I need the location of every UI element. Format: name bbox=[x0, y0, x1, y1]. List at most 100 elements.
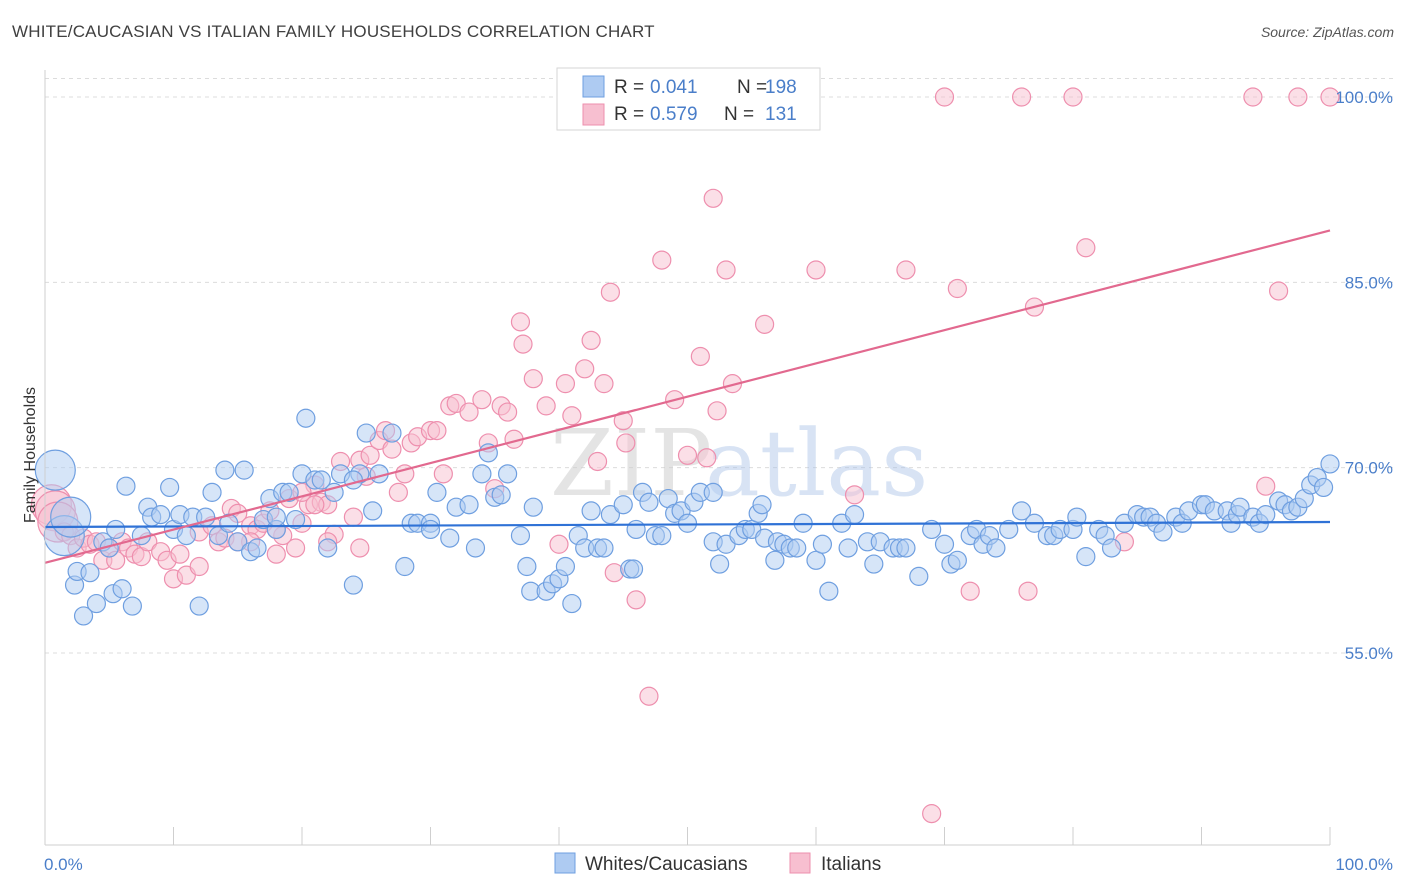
data-point bbox=[549, 534, 569, 554]
data-point bbox=[613, 411, 633, 431]
data-point bbox=[106, 519, 126, 540]
data-point bbox=[806, 550, 826, 570]
data-point bbox=[652, 526, 672, 546]
data-point bbox=[690, 346, 710, 367]
data-point bbox=[517, 556, 537, 577]
legend-swatch-blue bbox=[582, 75, 605, 98]
data-point bbox=[934, 87, 955, 107]
data-point bbox=[697, 448, 717, 468]
data-point bbox=[234, 460, 254, 480]
data-point bbox=[947, 278, 967, 299]
legend-r-value-blue: 0.041 bbox=[650, 77, 698, 98]
data-point bbox=[160, 477, 180, 498]
data-point bbox=[623, 559, 644, 579]
chart-title: WHITE/CAUCASIAN VS ITALIAN FAMILY HOUSEH… bbox=[12, 22, 655, 41]
data-point bbox=[934, 534, 955, 554]
data-point bbox=[999, 519, 1019, 540]
trend-line-whites bbox=[44, 520, 1331, 529]
data-point bbox=[305, 495, 325, 515]
legend-r-label-pink: R = bbox=[614, 104, 644, 125]
data-point bbox=[112, 579, 132, 599]
data-point bbox=[427, 482, 447, 502]
data-point bbox=[812, 534, 833, 554]
series-whites-points bbox=[34, 408, 1340, 626]
y-tick-label: 55.0% bbox=[1345, 644, 1393, 663]
data-point bbox=[1230, 497, 1250, 517]
legend-n-value-pink: 131 bbox=[765, 104, 797, 125]
data-point bbox=[498, 464, 518, 484]
data-point bbox=[151, 505, 171, 525]
data-point bbox=[395, 556, 415, 577]
data-point bbox=[228, 532, 248, 552]
data-point bbox=[1320, 87, 1340, 107]
data-point bbox=[1313, 477, 1334, 498]
data-point bbox=[716, 260, 736, 280]
data-point bbox=[844, 505, 865, 525]
legend-n-label-pink: N = bbox=[724, 104, 754, 125]
data-point bbox=[594, 538, 614, 558]
data-point bbox=[465, 538, 486, 558]
data-point bbox=[189, 556, 209, 577]
data-point bbox=[864, 554, 884, 574]
axes bbox=[44, 70, 1331, 846]
source-label: Source: ZipAtlas.com bbox=[1260, 24, 1394, 40]
y-tick-labels: 55.0% 70.0% 85.0% 100.0% bbox=[1335, 88, 1393, 663]
data-point bbox=[616, 433, 636, 453]
data-point bbox=[707, 401, 727, 421]
data-point bbox=[947, 550, 967, 570]
data-point bbox=[1268, 281, 1289, 301]
data-point bbox=[50, 496, 92, 538]
data-point bbox=[677, 513, 698, 533]
data-point bbox=[285, 509, 306, 530]
data-point bbox=[1101, 538, 1122, 558]
data-point bbox=[279, 482, 299, 502]
data-point bbox=[343, 575, 363, 595]
data-point bbox=[176, 526, 196, 546]
data-point bbox=[510, 526, 531, 546]
data-point bbox=[587, 451, 608, 472]
data-point bbox=[86, 593, 107, 614]
data-point bbox=[575, 359, 595, 379]
bottom-legend-whites: Whites/Caucasians bbox=[585, 854, 748, 875]
data-point bbox=[318, 538, 338, 558]
y-tick-label: 85.0% bbox=[1345, 273, 1393, 292]
data-point bbox=[285, 538, 306, 558]
data-point bbox=[513, 334, 533, 354]
data-point bbox=[613, 495, 633, 515]
y-axis-label: Family Households bbox=[22, 387, 39, 523]
data-point bbox=[600, 282, 621, 302]
data-point bbox=[1011, 87, 1032, 107]
data-point bbox=[626, 519, 646, 540]
data-point bbox=[388, 482, 408, 502]
data-point bbox=[296, 408, 316, 428]
data-point bbox=[116, 476, 136, 496]
legend-swatch-pink bbox=[582, 103, 605, 126]
data-point bbox=[710, 554, 730, 574]
data-point bbox=[594, 374, 614, 394]
data-point bbox=[562, 593, 582, 614]
data-point bbox=[427, 421, 447, 441]
data-point bbox=[1153, 522, 1173, 542]
data-point bbox=[581, 330, 601, 351]
data-point bbox=[703, 188, 723, 208]
data-point bbox=[523, 497, 543, 517]
data-point bbox=[1256, 476, 1276, 496]
series-italians-points bbox=[30, 87, 1340, 824]
data-point bbox=[122, 596, 142, 616]
data-point bbox=[363, 501, 383, 521]
y-tick-label: 100.0% bbox=[1335, 88, 1393, 107]
data-point bbox=[1018, 581, 1038, 601]
data-point bbox=[562, 406, 582, 426]
data-point bbox=[350, 538, 370, 558]
data-point bbox=[343, 470, 363, 490]
data-point bbox=[752, 495, 772, 515]
data-point bbox=[896, 538, 916, 558]
data-point bbox=[754, 314, 775, 334]
data-point bbox=[909, 566, 929, 586]
data-point bbox=[787, 538, 807, 558]
data-point bbox=[73, 606, 94, 626]
data-point bbox=[356, 423, 376, 443]
data-point bbox=[581, 501, 601, 521]
data-point bbox=[472, 464, 492, 484]
